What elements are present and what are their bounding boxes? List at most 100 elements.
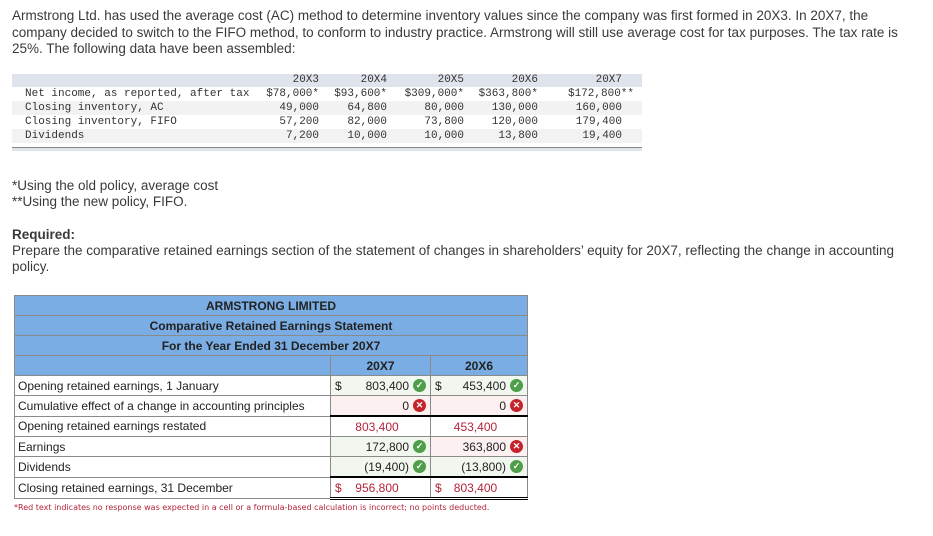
data-col-header: 20X4 bbox=[323, 74, 391, 87]
company-name: ARMSTRONG LIMITED bbox=[14, 295, 528, 316]
row-label: Closing inventory, FIFO bbox=[25, 116, 177, 128]
statement-period: For the Year Ended 31 December 20X7 bbox=[14, 335, 528, 356]
data-table: 20X3 20X4 20X5 20X6 20X7 Net income, as … bbox=[12, 74, 642, 143]
dollar-sign: $ bbox=[435, 480, 442, 495]
answer-value[interactable]: 803,400 bbox=[365, 378, 409, 393]
x-icon: ✕ bbox=[413, 399, 426, 412]
total-cell-20x7: $ 956,800 bbox=[330, 476, 431, 500]
x-icon: ✕ bbox=[510, 440, 523, 453]
answer-cell-20x7[interactable]: 0 ✕ bbox=[330, 395, 431, 417]
cell: 73,800 bbox=[424, 116, 464, 128]
calc-cell-20x7: 803,400 bbox=[330, 415, 431, 437]
check-icon: ✓ bbox=[510, 379, 523, 392]
answer-cell-20x7[interactable]: (19,400) ✓ bbox=[330, 456, 431, 478]
problem-intro: Armstrong Ltd. has used the average cost… bbox=[12, 8, 898, 56]
statement-row: Cumulative effect of a change in account… bbox=[14, 395, 528, 417]
statement-title: Comparative Retained Earnings Statement bbox=[14, 315, 528, 336]
data-table-footer-bar bbox=[12, 147, 642, 151]
answer-value[interactable]: (19,400) bbox=[364, 459, 409, 474]
answer-cell-20x6[interactable]: 363,800 ✕ bbox=[430, 436, 528, 457]
statement-row: Opening retained earnings restated 803,4… bbox=[14, 415, 528, 437]
x-icon: ✕ bbox=[510, 399, 523, 412]
column-header-blank bbox=[14, 355, 331, 376]
check-icon: ✓ bbox=[413, 379, 426, 392]
answer-value[interactable]: 453,400 bbox=[462, 378, 506, 393]
data-table-row: Closing inventory, FIFO 57,200 82,000 73… bbox=[12, 115, 642, 129]
row-label: Net income, as reported, after tax bbox=[25, 88, 250, 100]
cell: 7,200 bbox=[257, 129, 323, 143]
row-label: Earnings bbox=[14, 436, 331, 457]
cell: 179,400 bbox=[575, 116, 622, 128]
cell: 130,000 bbox=[468, 101, 544, 115]
column-header-20x6: 20X6 bbox=[430, 355, 528, 376]
cell: 57,200 bbox=[279, 116, 319, 128]
data-table-row: Net income, as reported, after tax $78,0… bbox=[12, 87, 642, 101]
cell: 120,000 bbox=[491, 116, 538, 128]
check-icon: ✓ bbox=[413, 460, 426, 473]
check-icon: ✓ bbox=[510, 460, 523, 473]
row-label: Opening retained earnings restated bbox=[14, 415, 331, 437]
cell: 10,000 bbox=[391, 129, 468, 143]
dollar-sign: $ bbox=[335, 378, 342, 393]
row-label: Closing inventory, AC bbox=[12, 101, 257, 115]
row-label: Opening retained earnings, 1 January bbox=[14, 375, 331, 396]
statement-header-row: For the Year Ended 31 December 20X7 bbox=[14, 335, 528, 356]
cell: $172,800** bbox=[567, 88, 634, 100]
footnotes: *Using the old policy, average cost **Us… bbox=[12, 178, 218, 209]
answer-cell-20x6[interactable]: $ 453,400 ✓ bbox=[430, 375, 528, 396]
footnote-new-policy: **Using the new policy, FIFO. bbox=[12, 193, 188, 209]
cell: 13,800 bbox=[468, 129, 544, 143]
answer-value[interactable]: (13,800) bbox=[461, 459, 506, 474]
answer-value[interactable]: 363,800 bbox=[462, 439, 506, 454]
required-heading: Required: bbox=[12, 227, 76, 242]
data-table-row: Closing inventory, AC 49,000 64,800 80,0… bbox=[12, 101, 642, 115]
cell: $363,800* bbox=[478, 88, 538, 100]
column-header-row: 20X7 20X6 bbox=[14, 355, 528, 376]
answer-cell-20x7[interactable]: 172,800 ✓ bbox=[330, 436, 431, 457]
retained-earnings-statement: ARMSTRONG LIMITED Comparative Retained E… bbox=[14, 295, 528, 500]
statement-row: Earnings 172,800 ✓ 363,800 ✕ bbox=[14, 436, 528, 457]
cell: $78,000* bbox=[266, 88, 319, 100]
row-label: Closing retained earnings, 31 December bbox=[14, 476, 331, 499]
row-label: Dividends bbox=[14, 456, 331, 478]
data-col-header: 20X5 bbox=[391, 74, 468, 87]
required-section: Required: Prepare the comparative retain… bbox=[12, 227, 912, 275]
dollar-sign: $ bbox=[435, 378, 442, 393]
dollar-sign: $ bbox=[335, 480, 342, 495]
calc-value: 956,800 bbox=[355, 480, 399, 495]
grading-footnote: *Red text indicates no response was expe… bbox=[14, 503, 490, 512]
cell: 19,400 bbox=[544, 129, 642, 143]
data-table-container: 20X3 20X4 20X5 20X6 20X7 Net income, as … bbox=[12, 74, 642, 151]
row-label: Dividends bbox=[12, 129, 257, 143]
cell: $309,000* bbox=[404, 88, 464, 100]
statement-row: Closing retained earnings, 31 December $… bbox=[14, 476, 528, 500]
answer-cell-20x6[interactable]: (13,800) ✓ bbox=[430, 456, 528, 478]
statement-row: Opening retained earnings, 1 January $ 8… bbox=[14, 375, 528, 396]
cell: 49,000 bbox=[257, 101, 323, 115]
row-label: Cumulative effect of a change in account… bbox=[14, 395, 331, 417]
answer-value[interactable]: 172,800 bbox=[365, 439, 409, 454]
statement-header-row: ARMSTRONG LIMITED bbox=[14, 295, 528, 316]
calc-cell-20x6: 453,400 bbox=[430, 415, 528, 437]
required-text: Prepare the comparative retained earning… bbox=[12, 243, 895, 274]
cell: 10,000 bbox=[323, 129, 391, 143]
cell: 80,000 bbox=[391, 101, 468, 115]
data-table-row: Dividends 7,200 10,000 10,000 13,800 19,… bbox=[12, 129, 642, 143]
answer-cell-20x7[interactable]: $ 803,400 ✓ bbox=[330, 375, 431, 396]
cell: $93,600* bbox=[334, 88, 387, 100]
data-table-header-blank bbox=[12, 74, 257, 87]
answer-value[interactable]: 0 bbox=[499, 398, 506, 413]
data-col-header: 20X6 bbox=[468, 74, 544, 87]
check-icon: ✓ bbox=[413, 440, 426, 453]
cell: 82,000 bbox=[347, 116, 387, 128]
calc-value: 803,400 bbox=[355, 419, 399, 434]
statement-header-row: Comparative Retained Earnings Statement bbox=[14, 315, 528, 336]
footnote-old-policy: *Using the old policy, average cost bbox=[12, 178, 219, 193]
answer-cell-20x6[interactable]: 0 ✕ bbox=[430, 395, 528, 417]
data-col-header: 20X7 bbox=[544, 74, 642, 87]
cell: 64,800 bbox=[323, 101, 391, 115]
cell: 160,000 bbox=[544, 101, 642, 115]
column-header-20x7: 20X7 bbox=[330, 355, 431, 376]
statement-row: Dividends (19,400) ✓ (13,800) ✓ bbox=[14, 456, 528, 478]
answer-value[interactable]: 0 bbox=[402, 398, 409, 413]
